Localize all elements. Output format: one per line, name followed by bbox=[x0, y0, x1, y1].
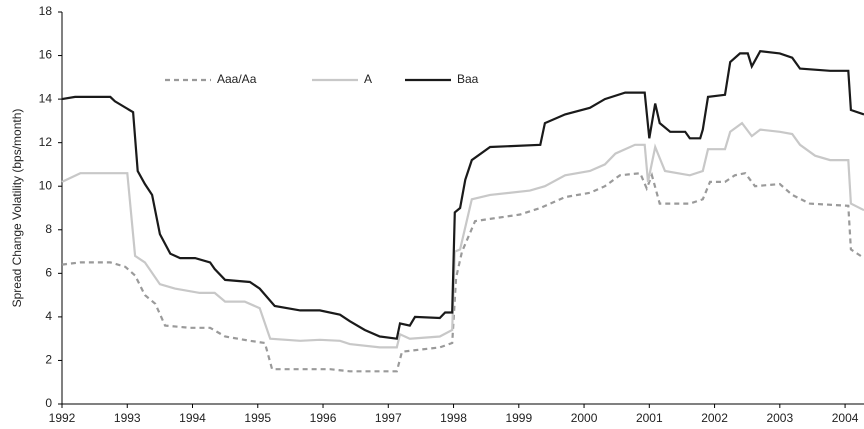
y-tick-label: 0 bbox=[45, 396, 52, 410]
y-tick-label: 14 bbox=[39, 91, 53, 105]
series-line bbox=[61, 171, 864, 373]
y-tick-label: 18 bbox=[39, 4, 53, 18]
x-tick-label: 1992 bbox=[49, 411, 76, 425]
x-tick-label: 2000 bbox=[571, 411, 598, 425]
x-tick-label: 1997 bbox=[375, 411, 402, 425]
y-tick-label: 4 bbox=[45, 309, 52, 323]
x-tick-label: 1996 bbox=[310, 411, 337, 425]
legend-label: A bbox=[364, 72, 372, 86]
y-tick-label: 2 bbox=[45, 353, 52, 367]
y-tick-label: 12 bbox=[39, 135, 53, 149]
y-axis-label: Spread Change Volatility (bps/month) bbox=[10, 109, 24, 308]
series-line bbox=[61, 121, 864, 349]
x-tick-label: 1995 bbox=[244, 411, 271, 425]
x-tick-label: 2004 bbox=[832, 411, 859, 425]
y-tick-label: 16 bbox=[39, 48, 53, 62]
x-tick-label: 1994 bbox=[179, 411, 206, 425]
y-tick-label: 8 bbox=[45, 222, 52, 236]
y-tick-label: 6 bbox=[45, 266, 52, 280]
legend-label: Baa bbox=[457, 72, 479, 86]
x-tick-label: 1999 bbox=[505, 411, 532, 425]
x-tick-label: 2001 bbox=[636, 411, 663, 425]
x-tick-label: 1998 bbox=[440, 411, 467, 425]
y-tick-label: 10 bbox=[39, 178, 53, 192]
x-tick-label: 2002 bbox=[701, 411, 728, 425]
x-tick-label: 1993 bbox=[114, 411, 141, 425]
legend-label: Aaa/Aa bbox=[217, 72, 257, 86]
x-tick-label: 2003 bbox=[766, 411, 793, 425]
series-line bbox=[61, 50, 864, 340]
